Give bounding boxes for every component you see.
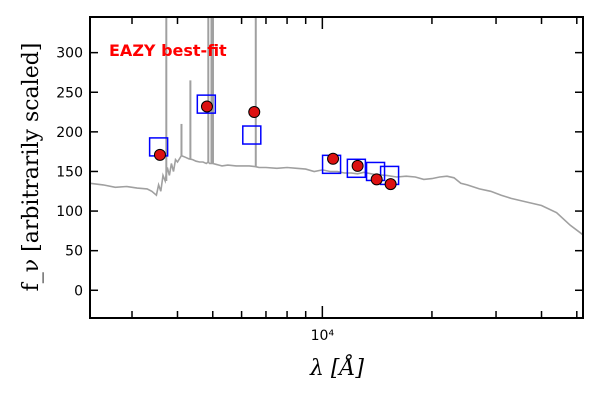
observed-flux-point: [351, 159, 364, 172]
y-tick-label: 50: [65, 244, 83, 260]
observed-flux-point: [384, 178, 397, 191]
annotation-text: EAZY best-fit: [109, 41, 227, 60]
x-tick-labels: 10⁴: [311, 328, 335, 344]
y-tick-label: 100: [56, 204, 83, 220]
x-axis-label: λ [Å]: [309, 353, 364, 381]
observed-flux-point: [248, 106, 261, 119]
model-flux-square: [242, 125, 262, 145]
model-flux-square: [196, 94, 217, 114]
y-tick-label: 150: [56, 164, 83, 180]
observed-flux-point: [153, 148, 166, 161]
observed-flux-point: [370, 173, 383, 186]
y-tick-label: 200: [56, 125, 83, 141]
y-tick-label: 0: [74, 283, 83, 299]
model-flux-square: [346, 158, 367, 179]
y-tick-labels: 0 50 100 150 200 250 300: [56, 46, 83, 300]
axes-frame: [89, 16, 584, 319]
observed-flux-point: [200, 100, 213, 113]
y-tick-label: 250: [56, 85, 83, 101]
y-axis-label: f_ν [arbitrarily scaled]: [19, 43, 44, 292]
x-tick-label: 10⁴: [311, 328, 335, 344]
plot-area: [90, 17, 583, 236]
major-ticks: [90, 17, 583, 318]
template-spectrum-line: [90, 154, 583, 236]
y-tick-label: 300: [56, 46, 83, 62]
observed-flux-point: [327, 152, 340, 165]
